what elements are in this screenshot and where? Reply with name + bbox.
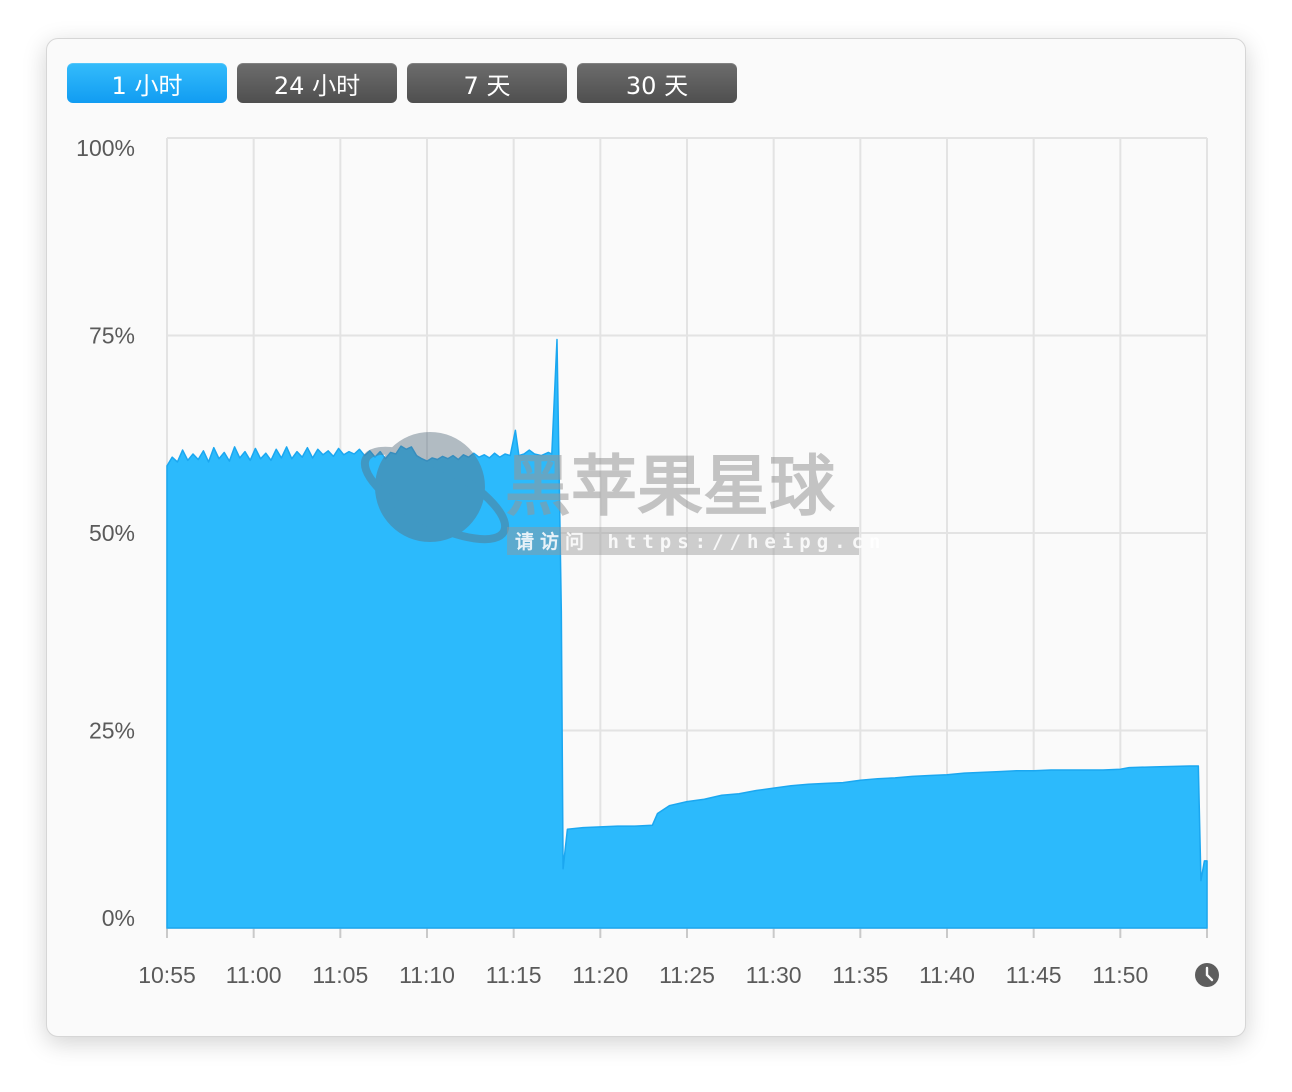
watermark-url-band <box>507 527 859 555</box>
y-tick-label: 75% <box>89 323 135 349</box>
y-tick-label: 50% <box>89 520 135 546</box>
x-tick-label: 11:20 <box>572 962 628 988</box>
y-axis-labels: 100% 75% 50% 25% 0% <box>76 135 135 931</box>
tab-24-hours[interactable]: 24 小时 <box>237 63 397 103</box>
planet-logo-icon <box>360 432 510 544</box>
x-tick-label: 10:55 <box>138 962 196 988</box>
watermark-title: 黑苹果星球 <box>505 448 836 525</box>
x-axis-labels: 10:55 11:00 11:05 11:10 11:15 11:20 11:25 11:30… <box>138 962 1148 988</box>
x-tick-label: 11:15 <box>486 962 542 988</box>
x-tick-label: 11:45 <box>1006 962 1062 988</box>
watermark: 黑苹果星球 请访问 https://heipg.cn <box>360 432 886 555</box>
y-tick-label: 0% <box>102 905 135 931</box>
x-tick-label: 11:40 <box>919 962 975 988</box>
y-tick-label: 25% <box>89 718 135 744</box>
clock-icon[interactable] <box>1195 963 1219 987</box>
x-tick-label: 11:25 <box>659 962 715 988</box>
tab-7-days[interactable]: 7 天 <box>407 63 567 103</box>
tab-30-days[interactable]: 30 天 <box>577 63 737 103</box>
usage-chart: 100% 75% 50% 25% 0% 10:55 11:00 11:05 11:10 11:1… <box>76 135 1219 988</box>
chart-area-layer <box>166 338 1208 929</box>
x-tick-label: 11:00 <box>226 962 282 988</box>
x-tick-label: 11:10 <box>399 962 455 988</box>
y-tick-label: 100% <box>76 135 135 161</box>
watermark-url: 请访问 https://heipg.cn <box>515 530 886 553</box>
x-tick-label: 11:05 <box>312 962 368 988</box>
tab-1-hour[interactable]: 1 小时 <box>67 63 227 103</box>
x-tick-label: 11:35 <box>832 962 888 988</box>
cpu-usage-window: 1 小时 24 小时 7 天 30 天 100% 75% 50% 25% 0% 10:5… <box>46 38 1246 1037</box>
series-area-0 <box>166 338 1208 929</box>
time-range-tabs: 1 小时 24 小时 7 天 30 天 <box>67 63 737 103</box>
x-tick-label: 11:50 <box>1092 962 1148 988</box>
x-tick-label: 11:30 <box>746 962 802 988</box>
